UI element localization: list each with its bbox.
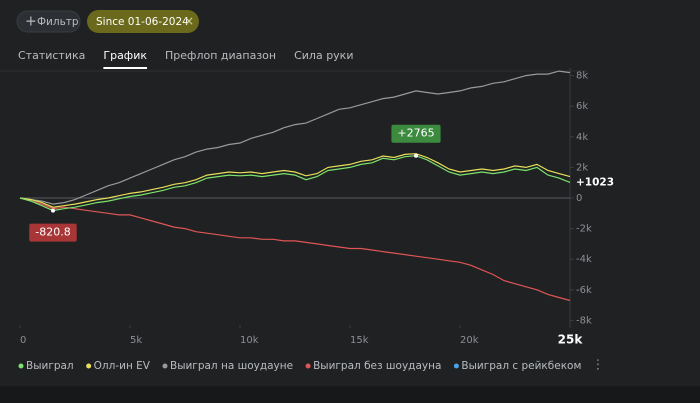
legend-label[interactable]: Выиграл с рейкбеком (461, 360, 581, 372)
date-chip-label[interactable]: Since 01-06-2024 (96, 16, 189, 28)
y-tick-label: 8k (576, 71, 588, 82)
legend-dot[interactable] (18, 363, 24, 369)
x-tick-label: 5k (130, 335, 142, 346)
y-tick-label: 4k (576, 132, 588, 143)
tab[interactable]: Статистика (18, 49, 85, 62)
y-tick-label: -2k (576, 224, 592, 235)
legend-label[interactable]: Выиграл (26, 360, 74, 372)
legend-label[interactable]: Выиграл без шоудауна (313, 360, 441, 372)
legend-dot[interactable] (162, 363, 168, 369)
series-line (19, 153, 571, 208)
series-line (19, 155, 571, 212)
y-tick-label: -6k (576, 285, 592, 296)
annotation-label: +2765 (397, 127, 434, 140)
annotation-point (414, 153, 418, 158)
legend-dot[interactable] (86, 363, 92, 369)
plus-icon: + (25, 14, 37, 30)
legend-dot[interactable] (305, 363, 311, 369)
series-line (19, 70, 571, 205)
annotation-box (29, 223, 77, 242)
x-tick-label: 0 (20, 335, 26, 346)
x-tick-label: 25k (558, 333, 584, 347)
tab[interactable]: Префлоп диапазон (165, 49, 276, 62)
annotation-box (391, 124, 441, 143)
y-tick-label: -4k (576, 254, 592, 265)
end-label: +1023 (576, 176, 614, 188)
x-tick-label: 15k (350, 335, 369, 346)
legend-label[interactable]: Олл-ин EV (94, 360, 151, 372)
y-tick-label: 2k (576, 162, 588, 173)
legend-dot[interactable] (453, 363, 459, 369)
date-chip[interactable] (87, 10, 199, 33)
y-tick-label: 0 (576, 193, 582, 204)
x-tick-label: 10k (240, 335, 259, 346)
filter-button[interactable] (16, 10, 81, 33)
y-tick-label: -8k (576, 315, 592, 326)
tab[interactable]: График (103, 49, 147, 62)
chip-close[interactable]: × (184, 14, 194, 28)
x-tick-label: 20k (460, 335, 479, 346)
annotation-point (51, 208, 55, 213)
y-tick-label: 6k (576, 101, 588, 112)
series-line (19, 197, 571, 302)
tab[interactable]: Сила руки (294, 49, 353, 62)
more-menu[interactable]: ⋮ (592, 358, 605, 373)
filter-label[interactable]: Фильтр (37, 16, 79, 28)
annotation-label: -820.8 (35, 226, 70, 239)
legend-label[interactable]: Выиграл на шоудауне (170, 360, 293, 372)
bottom-bar (0, 386, 700, 403)
